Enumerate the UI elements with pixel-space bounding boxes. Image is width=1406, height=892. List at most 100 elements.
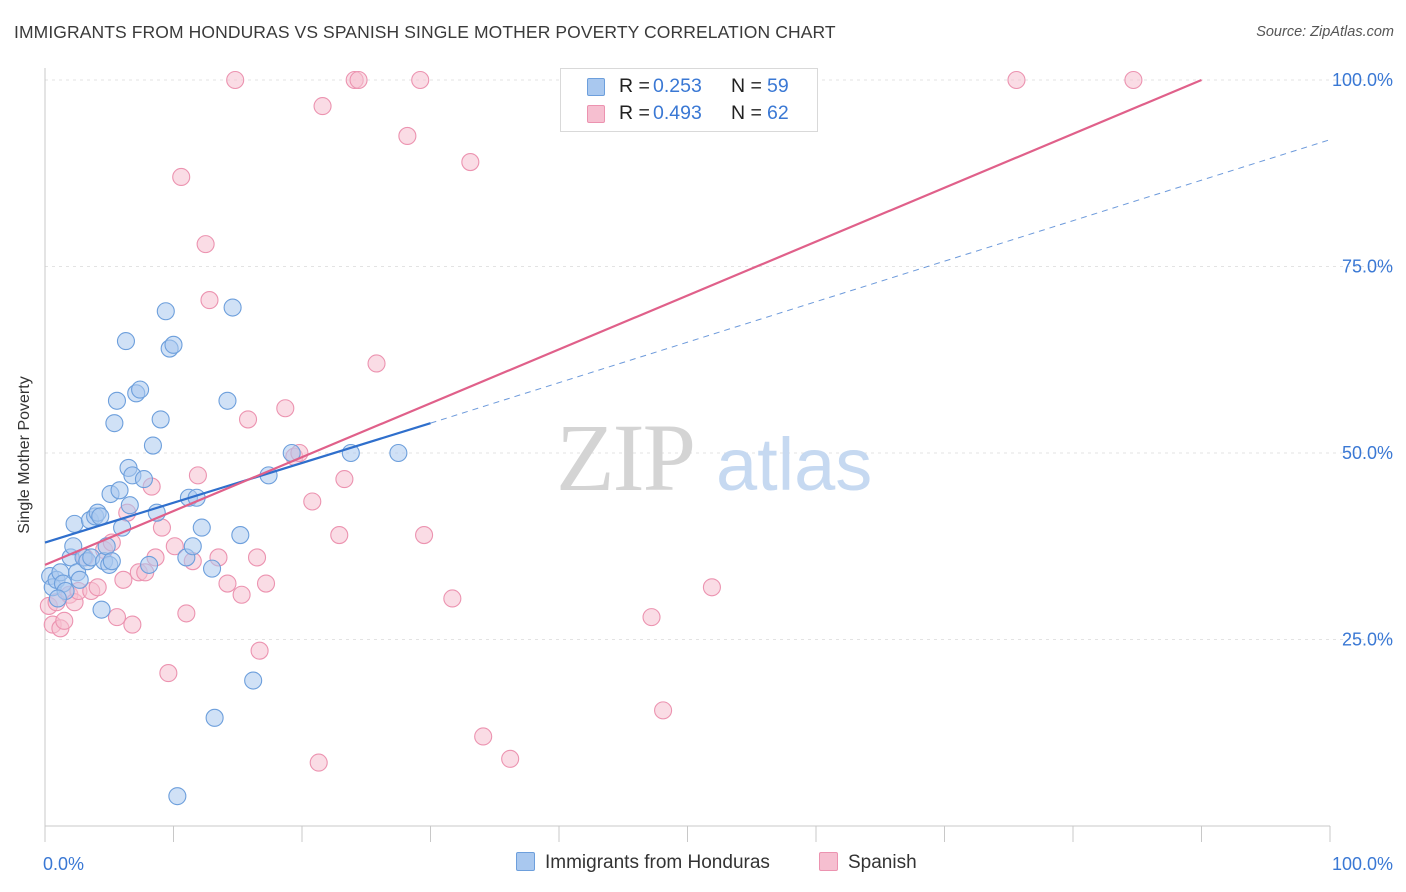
honduras-point [102,552,121,571]
honduras-point [48,589,67,608]
honduras-point [151,410,170,429]
spanish-point [398,126,417,145]
spanish-point [654,701,673,720]
honduras-point [70,570,89,589]
spanish-point [461,153,480,172]
legend-label-spanish: Spanish [848,852,917,873]
spanish-point [702,578,721,597]
y-tick-label: 75.0% [1342,257,1393,277]
spanish-point [232,585,251,604]
source-label: Source: ZipAtlas.com [1256,24,1394,40]
honduras-point [223,298,242,317]
honduras-point [110,481,129,500]
watermark-zip: ZIP [556,404,694,511]
spanish-point [367,354,386,373]
spanish-point [177,604,196,623]
spanish-point [1124,70,1143,90]
honduras-point [156,302,175,321]
spanish-point [313,97,332,116]
r-label: R = [619,75,650,97]
honduras-point [143,436,162,455]
spanish-point [114,570,133,589]
honduras-point [218,391,237,410]
y-tick-label: 25.0% [1342,630,1393,650]
spanish-point [218,574,237,593]
spanish-point [196,235,215,254]
n-label: N = [731,75,762,97]
trendlines [44,78,1331,566]
honduras-point [105,414,124,433]
n-label: N = [731,102,762,124]
x-tick-label: 0.0% [43,854,84,874]
gridlines [45,79,1392,640]
spanish-point [200,291,219,310]
spanish-point [349,70,368,90]
honduras-point [231,526,250,545]
r-value-honduras: 0.253 [653,75,702,97]
honduras-trendline [430,139,1331,424]
honduras-point [183,537,202,556]
honduras-point [116,332,136,351]
spanish-point [474,727,493,746]
honduras-point [107,391,127,410]
honduras-point [244,671,263,690]
spanish-point [335,470,354,489]
honduras-point [131,380,150,399]
honduras-point [120,496,139,515]
spanish-point [172,167,191,187]
spanish-point [415,526,434,545]
spanish-point [303,492,322,511]
y-axis-label: Single Mother Poverty [16,376,33,534]
spanish-point [642,608,661,627]
chart-title: IMMIGRANTS FROM HONDURAS VS SPANISH SING… [14,22,836,42]
r-value-spanish: 0.493 [653,102,702,124]
legend-item-honduras: Immigrants from Honduras [516,852,770,874]
spanish-point [88,578,107,597]
watermark-atlas: atlas [716,423,872,506]
spanish-point [226,70,245,90]
y-tick-label: 100.0% [1332,70,1393,90]
honduras-point [192,518,211,537]
honduras-swatch [516,852,535,871]
honduras-point [168,787,187,806]
n-value-spanish: 62 [767,102,789,124]
spanish-point [107,608,127,627]
honduras-point [164,335,183,354]
spanish-swatch [587,105,605,123]
honduras-swatch [587,78,605,96]
honduras-trendline [44,422,431,544]
n-value-honduras: 59 [767,75,789,97]
honduras-point [91,507,110,526]
r-label: R = [619,102,650,124]
y-tick-label: 50.0% [1342,443,1393,463]
spanish-point [443,589,462,608]
honduras-point [134,470,153,489]
legend-label-honduras: Immigrants from Honduras [545,852,770,873]
honduras-points [41,298,408,806]
spanish-point [165,537,184,556]
correlation-legend: R = 0.253 N = 59 R = 0.493 N = 62 [560,68,818,132]
spanish-point [238,410,258,429]
spanish-point [247,548,267,567]
spanish-point [188,466,207,485]
honduras-point [389,443,408,463]
spanish-point [250,641,269,660]
watermark: ZIP atlas [556,404,872,511]
spanish-point [276,399,295,418]
spanish-point [159,664,178,683]
spanish-point [309,753,328,772]
honduras-point [92,600,111,619]
honduras-point [65,514,84,533]
tick-labels: 25.0% 50.0% 75.0% 100.0% 0.0% 100.0% [43,70,1393,874]
spanish-trendline [44,78,1202,566]
spanish-point [123,615,142,634]
spanish-point [330,526,349,545]
spanish-point [256,574,276,593]
spanish-swatch [819,852,838,871]
axes [44,68,1331,842]
x-tick-label: 100.0% [1332,854,1393,874]
legend-item-spanish: Spanish [819,852,917,874]
honduras-point [140,555,159,574]
honduras-point [203,559,222,578]
